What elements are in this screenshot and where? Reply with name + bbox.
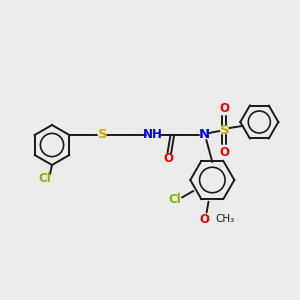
Text: CH₃: CH₃: [216, 214, 235, 224]
Text: O: O: [219, 101, 229, 115]
Text: S: S: [98, 128, 107, 142]
Text: N: N: [199, 128, 210, 142]
Text: Cl: Cl: [39, 172, 51, 185]
Text: O: O: [200, 213, 210, 226]
Text: S: S: [220, 124, 229, 136]
Text: O: O: [219, 146, 229, 158]
Text: NH: NH: [142, 128, 162, 142]
Text: Cl: Cl: [169, 193, 182, 206]
Text: O: O: [163, 152, 173, 166]
